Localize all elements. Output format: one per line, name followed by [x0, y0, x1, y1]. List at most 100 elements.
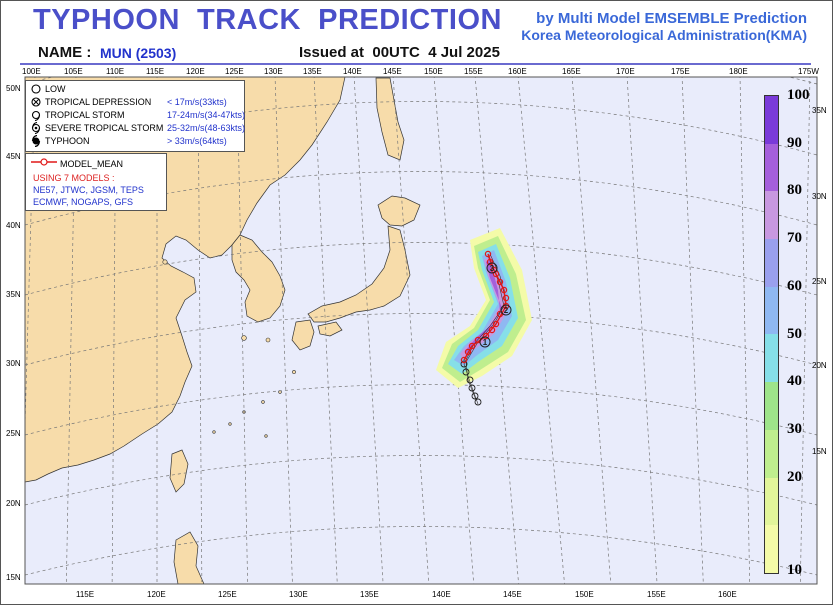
lat-label: 25N: [812, 277, 827, 286]
typhoon-icon: [31, 135, 41, 147]
colorbar-segment: [765, 239, 778, 287]
hokkaido: [377, 195, 421, 227]
lon-label: 140E: [343, 67, 362, 76]
day-1-label: 1: [483, 338, 488, 347]
lat-label: 35N: [6, 290, 21, 299]
day-3-label: 3: [490, 264, 495, 273]
honshu: [307, 225, 411, 323]
colorbar-label: 100: [787, 87, 810, 103]
probability-colorbar: [764, 95, 779, 574]
lon-label: 125E: [218, 590, 237, 599]
lon-label: 165E: [562, 67, 581, 76]
lon-label: 150E: [575, 590, 594, 599]
legend-label: LOW: [45, 84, 66, 94]
lon-label: 105E: [64, 67, 83, 76]
map-border: [24, 76, 818, 585]
legend-label: SEVERE TROPICAL STORM: [45, 123, 164, 133]
lon-label: 145E: [383, 67, 402, 76]
severe-tropical-storm-icon: [31, 122, 41, 134]
lon-label: 175E: [671, 67, 690, 76]
lat-label: 30N: [812, 192, 827, 201]
lon-label: 115E: [146, 67, 165, 76]
lon-label: 120E: [147, 590, 166, 599]
intensity-legend: LOW TROPICAL DEPRESSION < 17m/s(33kts) T…: [25, 80, 245, 152]
lon-label: 130E: [289, 590, 308, 599]
legend-label: TYPHOON: [45, 136, 90, 146]
byline: by Multi Model EMSEMBLE Prediction: [536, 10, 807, 27]
lat-label: 20N: [6, 499, 21, 508]
colorbar-segment: [765, 477, 778, 526]
colorbar-label: 60: [787, 277, 802, 294]
models-list-line-2: ECMWF, NOGAPS, GFS: [33, 197, 134, 207]
models-count-label: USING 7 MODELS :: [33, 173, 115, 183]
lon-label: 160E: [718, 590, 737, 599]
colorbar-label: 90: [787, 134, 802, 151]
lon-label: 100E: [22, 67, 41, 76]
name-label: NAME :: [38, 44, 92, 61]
lat-label: 15N: [812, 447, 827, 456]
kyushu: [291, 319, 315, 351]
lon-label: 135E: [360, 590, 379, 599]
lat-label: 25N: [6, 429, 21, 438]
korean-peninsula: [231, 234, 286, 323]
page-title: TYPHOON TRACK PREDICTION: [33, 4, 502, 36]
low-icon: [31, 84, 41, 94]
legend-row-severe-tropical-storm: SEVERE TROPICAL STORM 25-32m/s(48-63kts): [30, 122, 246, 135]
lon-label: 120E: [186, 67, 205, 76]
colorbar-label: 30: [787, 420, 802, 437]
initial-position-markers: [460, 360, 482, 406]
colorbar-segment: [765, 382, 778, 430]
legend-row-tropical-storm: TROPICAL STORM 17-24m/s(34-47kts): [30, 109, 246, 122]
lon-label: 175W: [798, 67, 819, 76]
legend-value: 17-24m/s(34-47kts): [167, 110, 246, 120]
lat-label: 40N: [6, 221, 21, 230]
tropical-depression-icon: [31, 97, 41, 107]
legend-value: 25-32m/s(48-63kts): [167, 123, 246, 133]
probability-swath: [436, 228, 532, 388]
lon-label: 145E: [503, 590, 522, 599]
colorbar-segment: [765, 429, 778, 478]
colorbar-segment: [765, 96, 778, 144]
legend-row-tropical-depression: TROPICAL DEPRESSION < 17m/s(33kts): [30, 96, 242, 109]
lon-label: 115E: [76, 590, 95, 599]
day-2-label: 2: [504, 306, 509, 315]
day-markers: 1 2 3: [479, 262, 512, 348]
legend-label: TROPICAL DEPRESSION: [45, 97, 152, 107]
header-divider: [20, 63, 811, 65]
model-legend: MODEL_MEAN USING 7 MODELS : NE57, JTWC, …: [25, 153, 167, 211]
legend-row-typhoon: TYPHOON > 33m/s(64kts): [30, 135, 242, 148]
lat-label: 20N: [812, 361, 827, 370]
lon-label: 110E: [106, 67, 125, 76]
colorbar-label: 50: [787, 325, 802, 342]
colorbar-label: 40: [787, 373, 802, 390]
lon-label: 130E: [264, 67, 283, 76]
colorbar-label: 10: [787, 562, 802, 578]
shikoku: [317, 321, 343, 337]
legend-label: TROPICAL STORM: [45, 110, 125, 120]
lon-label: 135E: [303, 67, 322, 76]
lon-label: 180E: [729, 67, 748, 76]
colorbar-label: 20: [787, 468, 802, 485]
colorbar-segment: [765, 334, 778, 383]
lat-label: 50N: [6, 84, 21, 93]
legend-value: < 17m/s(33kts): [167, 97, 227, 107]
issued-time: Issued at 00UTC 4 Jul 2025: [299, 44, 500, 61]
lat-label: 35N: [812, 106, 827, 115]
taiwan: [169, 449, 189, 493]
lon-label: 170E: [616, 67, 635, 76]
lat-label: 45N: [6, 152, 21, 161]
models-list-line-1: NE57, JTWC, JGSM, TEPS: [33, 185, 144, 195]
sakhalin: [375, 77, 405, 161]
lon-label: 155E: [647, 590, 666, 599]
colorbar-segment: [765, 143, 778, 192]
model-mean-icon: [31, 158, 57, 166]
legend-row-low: LOW: [30, 83, 242, 96]
colorbar-segment: [765, 191, 778, 240]
lon-label: 140E: [432, 590, 451, 599]
lon-label: 150E: [424, 67, 443, 76]
tropical-storm-icon: [31, 110, 41, 121]
lon-label: 125E: [225, 67, 244, 76]
model-mean-label: MODEL_MEAN: [60, 159, 124, 169]
luzon: [173, 531, 205, 584]
typhoon-name: MUN (2503): [100, 45, 177, 61]
